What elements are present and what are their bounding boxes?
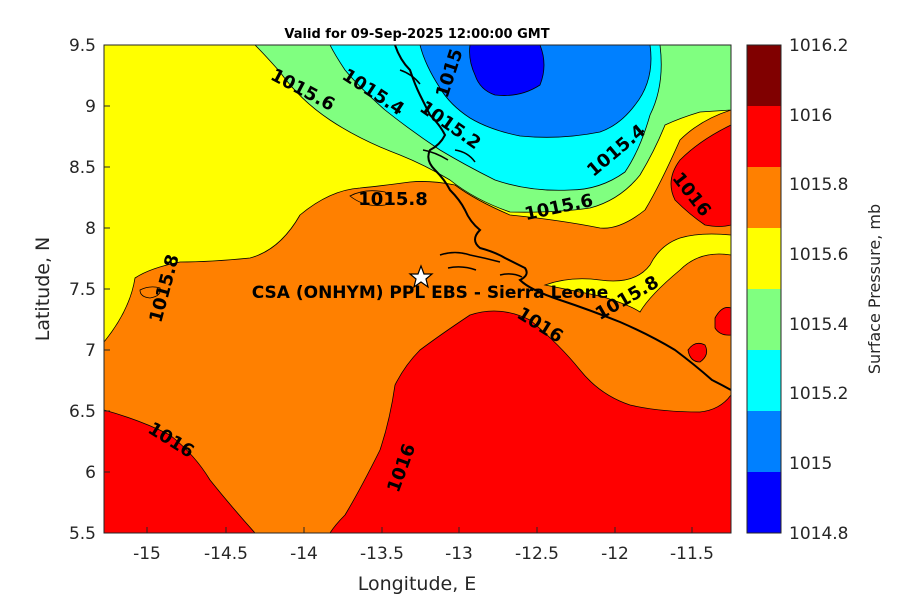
y-tick-label: 8 xyxy=(85,219,96,239)
colorbar-tick-label: 1016.2 xyxy=(789,36,848,56)
colorbar-tick-label: 1015.2 xyxy=(789,384,848,404)
band-1016-east xyxy=(670,124,731,227)
y-tick-label: 7 xyxy=(85,341,96,361)
y-tick-label: 8.5 xyxy=(69,158,96,178)
colorbar-frame xyxy=(746,44,782,534)
x-tick-label: -13.5 xyxy=(360,544,404,564)
pressure-field xyxy=(104,45,731,533)
colorbar-label: Surface Pressure, mb xyxy=(865,204,884,374)
x-tick-label: -15 xyxy=(133,544,161,564)
colorbar-tick-label: 1015.6 xyxy=(789,245,848,265)
x-tick-label: -12 xyxy=(601,544,629,564)
colorbar-band xyxy=(747,411,781,472)
y-tick-label: 9.5 xyxy=(69,36,96,56)
y-tick-label: 6.5 xyxy=(69,402,96,422)
colorbar-tick-label: 1015.4 xyxy=(789,315,848,335)
colorbar-band xyxy=(747,167,781,228)
band-1016-south xyxy=(329,310,731,533)
star-icon xyxy=(408,264,434,289)
y-tick-label: 5.5 xyxy=(69,524,96,544)
y-tick-label: 9 xyxy=(85,97,96,117)
colorbar-tick-label: 1015.8 xyxy=(789,175,848,195)
coastline-islands xyxy=(399,69,523,278)
band-1014-8 xyxy=(469,45,545,96)
contour-label: 1015.8 xyxy=(358,189,427,210)
x-tick-label: -12.5 xyxy=(515,544,559,564)
colorbar-tick-label: 1015 xyxy=(789,454,832,474)
map-title: Valid for 09-Sep-2025 12:00:00 GMT xyxy=(284,27,549,42)
colorbar-tick-label: 1014.8 xyxy=(789,524,848,544)
band-1015-6-east xyxy=(543,233,731,313)
y-axis: 9.5 9 8.5 8 7.5 7 6.5 6 5.5 Latitude, N xyxy=(32,36,110,544)
x-tick-label: -14.5 xyxy=(204,544,248,564)
x-tick-label: -11.5 xyxy=(670,544,714,564)
colorbar-band xyxy=(747,472,781,533)
x-tick-label: -13 xyxy=(445,544,473,564)
colorbar-band xyxy=(747,106,781,167)
band-1016-spot2 xyxy=(687,342,708,363)
x-tick-label: -14 xyxy=(290,544,318,564)
site-marker: CSA (ONHYM) PPL EBS - Sierra Leone xyxy=(252,264,609,303)
band-1016-spot xyxy=(714,307,731,336)
colorbar-band xyxy=(747,45,781,106)
site-label: CSA (ONHYM) PPL EBS - Sierra Leone xyxy=(252,283,609,303)
y-tick-label: 6 xyxy=(85,463,96,483)
x-axis: -15 -14.5 -14 -13.5 -13 -12.5 -12 -11.5 … xyxy=(133,527,714,595)
band-1015-8-spot xyxy=(349,190,391,206)
y-tick-label: 7.5 xyxy=(69,280,96,300)
y-axis-label: Latitude, N xyxy=(32,237,54,342)
x-axis-label: Longitude, E xyxy=(358,573,477,595)
colorbar-band xyxy=(747,228,781,289)
colorbar-tick-label: 1016 xyxy=(789,106,832,126)
colorbar-band xyxy=(747,350,781,411)
colorbar-band xyxy=(747,289,781,350)
band-1016-southwest xyxy=(104,409,256,533)
colorbar: 1016.2 1016 1015.8 1015.6 1015.4 1015.2 … xyxy=(746,36,884,544)
coastline xyxy=(394,45,731,391)
band-1015-6-westspot xyxy=(139,286,161,299)
